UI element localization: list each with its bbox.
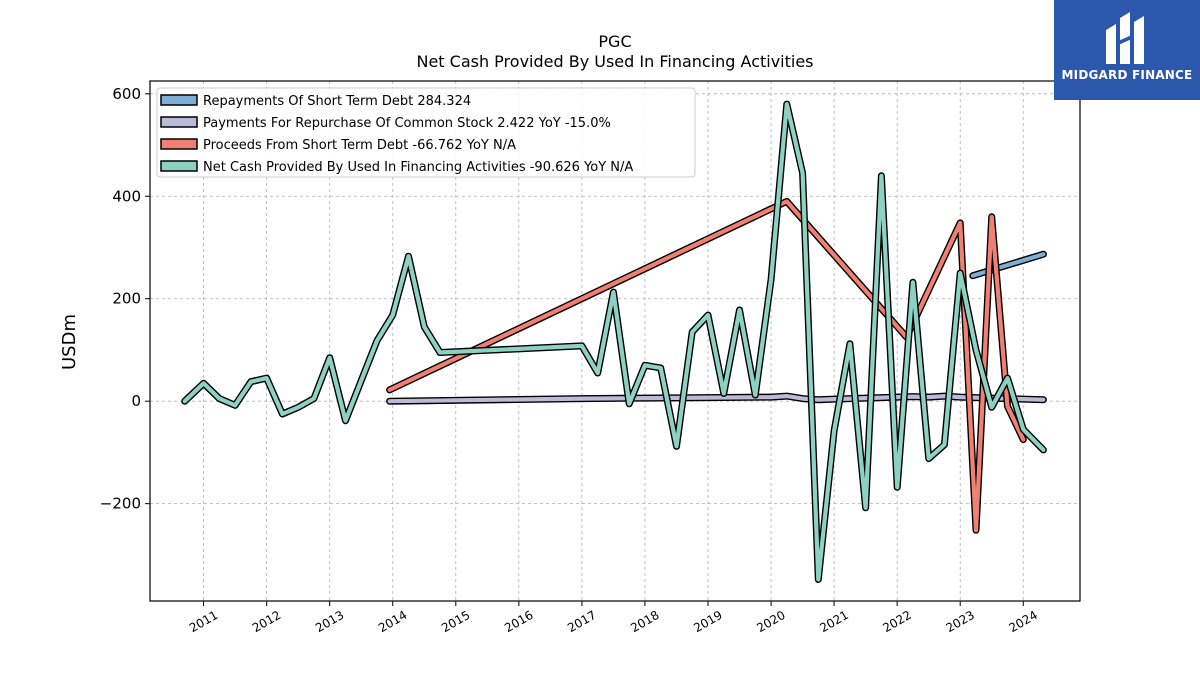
- x-tick-label: 2012: [250, 608, 283, 635]
- legend-label: Repayments Of Short Term Debt 284.324: [203, 94, 471, 109]
- x-tick-label: 2021: [817, 608, 850, 635]
- x-tick-label: 2011: [187, 608, 220, 635]
- legend-label: Payments For Repurchase Of Common Stock …: [203, 116, 611, 131]
- legend: Repayments Of Short Term Debt 284.324 Pay…: [156, 87, 696, 178]
- legend-swatch: [160, 94, 198, 106]
- legend-swatch: [160, 160, 198, 172]
- series-line: [387, 199, 1026, 533]
- legend-label: Net Cash Provided By Used In Financing A…: [203, 160, 633, 175]
- plot-frame: [149, 80, 1081, 602]
- midgard-logo-icon: [1106, 12, 1144, 64]
- series-2: [386, 197, 1027, 534]
- x-tick-label: 2024: [1007, 608, 1040, 635]
- logo-text: MIDGARD FINANCE: [1061, 68, 1193, 82]
- y-tick-label: −200: [100, 495, 141, 513]
- x-tick-label: 2014: [376, 608, 409, 635]
- x-tick-label: 2015: [439, 608, 472, 635]
- legend-swatch: [160, 116, 198, 128]
- x-tick-label: 2017: [565, 608, 598, 635]
- x-tick-label: 2022: [880, 608, 913, 635]
- series-3: [181, 100, 1047, 583]
- brand-logo: MIDGARD FINANCE: [1054, 0, 1200, 100]
- y-tick-label: 0: [131, 392, 141, 410]
- y-tick-label: 200: [112, 290, 141, 308]
- y-tick-label: 600: [112, 85, 141, 103]
- x-axis: 2011 2012 2013 2014 2015 2016 2017 2018 2019 2020…: [187, 601, 1040, 635]
- series-0: [969, 250, 1047, 280]
- chart-title: PGC: [598, 32, 631, 51]
- legend-label: Proceeds From Short Term Debt -66.762 Yo…: [203, 138, 516, 153]
- x-tick-label: 2020: [754, 608, 787, 635]
- y-axis: −200 0 200 400 600: [100, 85, 150, 513]
- x-tick-label: 2013: [313, 608, 346, 635]
- x-tick-label: 2019: [691, 608, 724, 635]
- x-tick-label: 2023: [943, 608, 976, 635]
- y-tick-label: 400: [112, 187, 141, 205]
- series-layer: [181, 100, 1047, 583]
- legend-swatch: [160, 138, 198, 150]
- series-line: [970, 252, 1046, 278]
- y-axis-label: USDm: [59, 314, 80, 370]
- chart-subtitle: Net Cash Provided By Used In Financing A…: [416, 52, 813, 71]
- legend-box: [156, 87, 696, 178]
- x-tick-label: 2018: [628, 608, 661, 635]
- x-tick-label: 2016: [502, 608, 535, 635]
- series-outline: [386, 197, 1027, 534]
